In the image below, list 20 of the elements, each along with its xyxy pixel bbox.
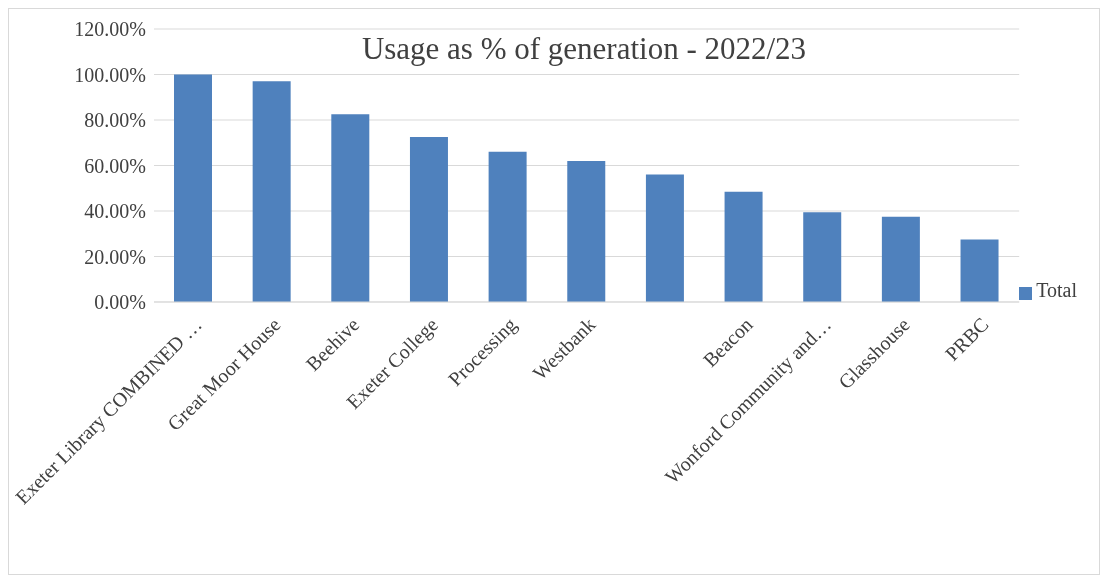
y-tick-label: 120.00% bbox=[74, 18, 146, 41]
bar bbox=[881, 216, 920, 302]
bar bbox=[803, 212, 842, 302]
y-tick-label: 40.00% bbox=[84, 200, 146, 223]
bar bbox=[252, 81, 291, 302]
y-tick-label: 20.00% bbox=[84, 245, 146, 268]
y-tick-label: 60.00% bbox=[84, 154, 146, 177]
bar bbox=[960, 239, 999, 302]
bar bbox=[331, 114, 370, 302]
y-tick-label: 80.00% bbox=[84, 109, 146, 132]
bar bbox=[724, 191, 763, 302]
bar bbox=[488, 151, 527, 302]
bar bbox=[645, 174, 684, 302]
y-tick-label: 0.00% bbox=[94, 291, 146, 314]
bar bbox=[409, 137, 448, 302]
chart-title: Usage as % of generation - 2022/23 bbox=[360, 31, 808, 67]
y-tick-label: 100.00% bbox=[74, 63, 146, 86]
bar bbox=[567, 160, 606, 302]
bar bbox=[174, 74, 212, 302]
legend-label: Total bbox=[1036, 279, 1077, 301]
